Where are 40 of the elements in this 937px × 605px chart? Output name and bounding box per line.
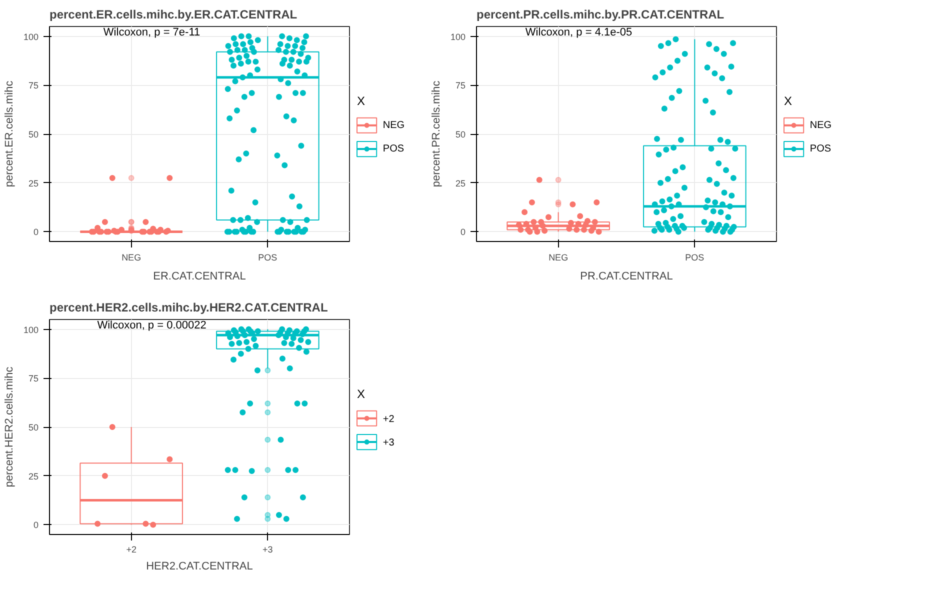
y-tick-label: 50 bbox=[455, 130, 466, 140]
annotation: Wilcoxon, p = 4.1e-05 bbox=[525, 26, 632, 38]
y-tick-label: 100 bbox=[450, 32, 466, 42]
x-tick-label: NEG bbox=[548, 252, 568, 262]
x-tick-label: POS bbox=[258, 252, 278, 262]
y-tick-label: 50 bbox=[28, 130, 39, 140]
x-tick-label: NEG bbox=[122, 252, 142, 262]
legend-label: POS bbox=[810, 144, 832, 155]
legend-label: NEG bbox=[810, 120, 832, 131]
legend-title: X bbox=[357, 387, 366, 402]
y-tick-label: 75 bbox=[28, 374, 39, 384]
y-axis-title: percent.PR.cells.mihc bbox=[430, 80, 442, 188]
y-axis-title: percent.HER2.cells.mihc bbox=[3, 366, 16, 488]
legend-title: X bbox=[784, 94, 792, 108]
legend-label: +3 bbox=[382, 438, 395, 449]
y-tick-label: 75 bbox=[28, 80, 39, 91]
legend-label: POS bbox=[382, 144, 404, 155]
legend-label: +2 bbox=[382, 414, 395, 425]
y-tick-label: 0 bbox=[33, 227, 39, 238]
y-tick-label: 25 bbox=[455, 178, 466, 188]
legend-label: NEG bbox=[382, 120, 405, 131]
annotation: Wilcoxon, p = 0.00022 bbox=[97, 320, 206, 332]
y-tick-label: 25 bbox=[28, 178, 39, 188]
y-tick-label: 100 bbox=[23, 32, 39, 42]
y-tick-label: 25 bbox=[28, 471, 39, 482]
x-axis-title: PR.CAT.CENTRAL bbox=[580, 270, 673, 282]
x-tick-label: POS bbox=[685, 252, 704, 262]
y-tick-label: 75 bbox=[455, 80, 466, 91]
y-tick-label: 50 bbox=[28, 422, 39, 432]
y-tick-label: 0 bbox=[33, 520, 39, 530]
chart-title: percent.ER.cells.mihc.by.ER.CAT.CENTRAL bbox=[50, 8, 298, 22]
chart-title: percent.PR.cells.mihc.by.PR.CAT.CENTRAL bbox=[476, 8, 724, 22]
legend-title: X bbox=[357, 94, 366, 108]
x-axis-title: HER2.CAT.CENTRAL bbox=[146, 560, 253, 572]
chart-title: percent.HER2.cells.mihc.by.HER2.CAT.CENTRAL bbox=[50, 300, 328, 314]
y-tick-label: 0 bbox=[460, 227, 466, 238]
y-tick-label: 100 bbox=[23, 324, 39, 335]
x-axis-title: ER.CAT.CENTRAL bbox=[153, 270, 246, 282]
y-axis-title: percent.ER.cells.mihc bbox=[3, 80, 16, 188]
annotation: Wilcoxon, p = 7e-11 bbox=[103, 26, 200, 38]
